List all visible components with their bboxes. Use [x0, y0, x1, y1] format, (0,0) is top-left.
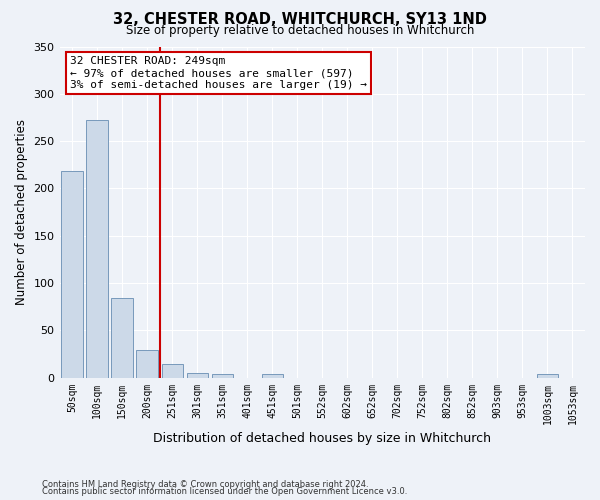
- X-axis label: Distribution of detached houses by size in Whitchurch: Distribution of detached houses by size …: [153, 432, 491, 445]
- Bar: [86, 120, 108, 378]
- Text: Contains public sector information licensed under the Open Government Licence v3: Contains public sector information licen…: [42, 488, 407, 496]
- Text: Size of property relative to detached houses in Whitchurch: Size of property relative to detached ho…: [126, 24, 474, 37]
- Bar: [61, 172, 83, 378]
- Bar: [262, 374, 283, 378]
- Bar: [161, 364, 183, 378]
- Bar: [136, 350, 158, 378]
- Bar: [212, 374, 233, 378]
- Text: Contains HM Land Registry data © Crown copyright and database right 2024.: Contains HM Land Registry data © Crown c…: [42, 480, 368, 489]
- Bar: [187, 373, 208, 378]
- Y-axis label: Number of detached properties: Number of detached properties: [15, 119, 28, 305]
- Text: 32 CHESTER ROAD: 249sqm
← 97% of detached houses are smaller (597)
3% of semi-de: 32 CHESTER ROAD: 249sqm ← 97% of detache…: [70, 56, 367, 90]
- Text: 32, CHESTER ROAD, WHITCHURCH, SY13 1ND: 32, CHESTER ROAD, WHITCHURCH, SY13 1ND: [113, 12, 487, 28]
- Bar: [537, 374, 558, 378]
- Bar: [112, 298, 133, 378]
